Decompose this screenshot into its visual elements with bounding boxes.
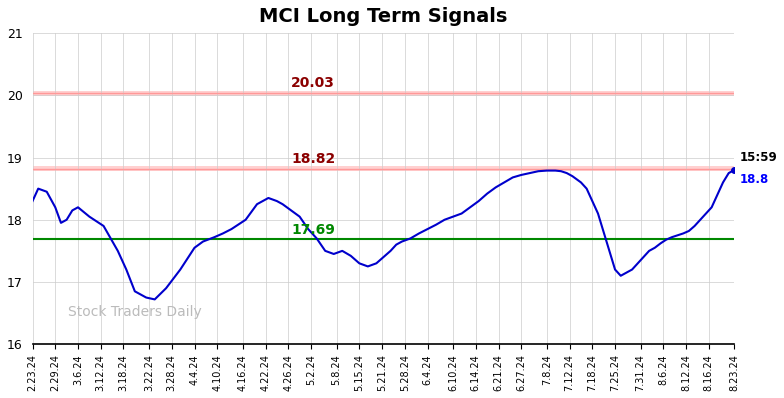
- Bar: [33, 91, 735, 96]
- Title: MCI Long Term Signals: MCI Long Term Signals: [260, 7, 508, 26]
- Text: 15:59: 15:59: [740, 151, 778, 164]
- Text: Stock Traders Daily: Stock Traders Daily: [67, 305, 201, 319]
- Bar: [33, 166, 735, 171]
- Text: 17.69: 17.69: [291, 222, 335, 236]
- Text: 18.8: 18.8: [740, 173, 769, 186]
- Text: 18.82: 18.82: [291, 152, 336, 166]
- Text: 20.03: 20.03: [291, 76, 335, 90]
